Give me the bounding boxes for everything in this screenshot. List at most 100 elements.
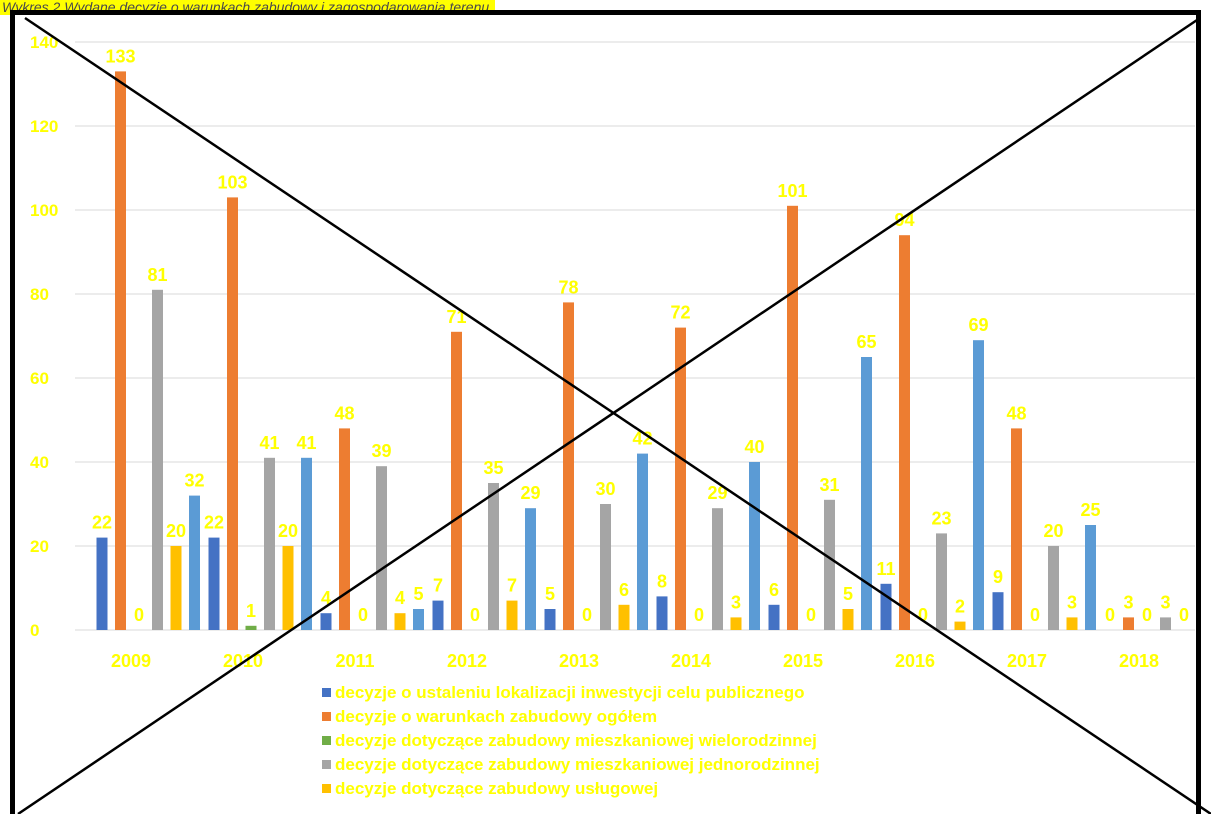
- y-tick-label: 140: [30, 33, 58, 52]
- data-label: 41: [296, 433, 316, 453]
- bar: [936, 533, 947, 630]
- legend-item: decyzje o warunkach zabudowy ogółem: [322, 705, 962, 729]
- legend-swatch: [322, 760, 331, 770]
- x-tick-label: 2014: [671, 651, 711, 671]
- x-tick-label: 2018: [1119, 651, 1159, 671]
- x-tick-label: 2016: [895, 651, 935, 671]
- bar: [432, 600, 444, 630]
- data-label: 3: [731, 592, 741, 612]
- data-label: 22: [92, 513, 112, 533]
- data-label: 25: [1080, 500, 1100, 520]
- x-tick-label: 2012: [447, 651, 487, 671]
- data-label: 20: [1043, 521, 1063, 541]
- data-label: 0: [134, 605, 144, 625]
- data-label: 2: [955, 597, 965, 617]
- bar: [730, 617, 742, 630]
- data-label: 20: [166, 521, 186, 541]
- chart-frame: [10, 10, 1201, 814]
- y-tick-label: 100: [30, 201, 58, 220]
- bar: [413, 609, 424, 630]
- bar: [394, 613, 406, 630]
- legend-label: decyzje dotyczące zabudowy mieszkaniowej…: [335, 755, 820, 774]
- x-tick-label: 2015: [783, 651, 823, 671]
- legend-item: decyzje dotyczące zabudowy usługowej: [322, 777, 962, 801]
- data-label: 71: [446, 307, 466, 327]
- bar: [96, 537, 108, 630]
- gridlines: [75, 41, 1195, 631]
- bar: [749, 462, 760, 630]
- data-label: 69: [968, 315, 988, 335]
- data-label: 23: [931, 508, 951, 528]
- data-label: 35: [483, 458, 503, 478]
- y-axis-ticks: 0 20 40 60 80 100 120 140: [30, 33, 58, 640]
- data-label: 0: [918, 605, 928, 625]
- bar: [992, 592, 1004, 630]
- bar: [544, 609, 556, 630]
- data-label: 29: [520, 483, 540, 503]
- bar: [1085, 525, 1096, 630]
- data-label: 0: [582, 605, 592, 625]
- data-label: 78: [558, 277, 578, 297]
- chart-legend: decyzje o ustaleniu lokalizacji inwestyc…: [322, 681, 962, 801]
- bar: [115, 71, 126, 630]
- bar: [600, 504, 611, 630]
- data-label: 72: [670, 303, 690, 323]
- y-tick-label: 60: [30, 369, 49, 388]
- data-label: 41: [259, 433, 279, 453]
- cross-out-line-1: [24, 16, 1211, 814]
- x-tick-label: 2011: [335, 651, 374, 671]
- legend-swatch: [322, 712, 331, 722]
- legend-item: decyzje dotyczące zabudowy mieszkaniowej…: [322, 729, 962, 753]
- y-tick-label: 120: [30, 117, 58, 136]
- bar: [301, 457, 312, 630]
- legend-swatch: [322, 784, 331, 794]
- bar: [954, 621, 966, 630]
- bar: [152, 289, 163, 630]
- y-tick-label: 0: [30, 621, 39, 640]
- bar: [563, 302, 574, 630]
- data-label: 81: [147, 265, 167, 285]
- bar: [1160, 617, 1171, 630]
- x-tick-label: 2017: [1007, 651, 1047, 671]
- bar: [488, 483, 499, 630]
- data-label: 3: [1067, 592, 1077, 612]
- bar: [768, 604, 780, 630]
- data-label: 4: [321, 588, 331, 608]
- data-label: 9: [993, 567, 1003, 587]
- data-label: 0: [1105, 605, 1115, 625]
- bar: [245, 625, 257, 630]
- data-label: 7: [433, 576, 443, 596]
- bar: [170, 546, 182, 630]
- y-tick-label: 40: [30, 453, 49, 472]
- cross-out-line-2: [17, 16, 1201, 814]
- legend-item: decyzje dotyczące zabudowy mieszkaniowej…: [322, 753, 962, 777]
- data-label: 5: [843, 584, 853, 604]
- bar: [1011, 428, 1022, 630]
- bar: [899, 235, 910, 630]
- data-label: 6: [619, 580, 629, 600]
- data-label: 48: [334, 403, 354, 423]
- data-label: 39: [371, 441, 391, 461]
- data-label: 0: [806, 605, 816, 625]
- legend-swatch: [322, 688, 331, 698]
- data-label: 0: [694, 605, 704, 625]
- legend-swatch: [322, 736, 331, 746]
- data-label: 32: [184, 471, 204, 491]
- data-label: 3: [1123, 592, 1133, 612]
- y-tick-label: 80: [30, 285, 49, 304]
- data-label: 0: [1142, 605, 1152, 625]
- legend-item: decyzje o ustaleniu lokalizacji inwestyc…: [322, 681, 962, 705]
- bar: [861, 357, 872, 630]
- data-label: 0: [1179, 605, 1189, 625]
- bar: [451, 331, 462, 630]
- bar: [618, 604, 630, 630]
- bar: [506, 600, 518, 630]
- bar: [973, 340, 984, 630]
- bar: [264, 457, 275, 630]
- data-label: 42: [632, 429, 652, 449]
- data-label: 29: [707, 483, 727, 503]
- data-label: 31: [819, 475, 839, 495]
- data-label: 30: [595, 479, 615, 499]
- data-label: 0: [1030, 605, 1040, 625]
